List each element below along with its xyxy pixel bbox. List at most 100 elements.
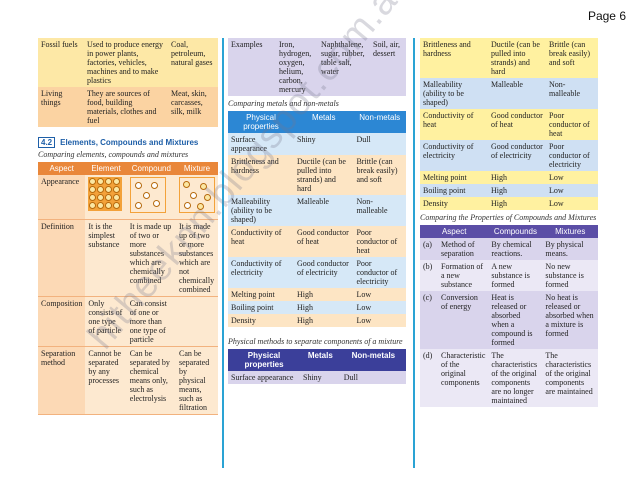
column-divider [222,38,224,468]
cell: It is the simplest substance [85,219,127,297]
table-row: (a) Method of separation By chemical react… [420,238,598,260]
cell: Fossil fuels [41,40,78,49]
table-header-row: Aspect Compounds Mixtures [420,225,598,238]
cell: Brittleness and hardness [423,40,471,58]
cell: Good conductor of electricity [297,259,349,277]
cell: The characteristics of the original comp… [491,351,538,405]
separation-table: Physical properties Metals Non-metals Su… [228,349,406,384]
cell: Malleability (ability to be shaped) [231,197,272,224]
section-title: Elements, Compounds and Mixtures [60,138,199,147]
cell: Malleability (ability to be shaped) [423,80,464,107]
cell: Melting point [231,290,275,299]
table-row: Density High Low [228,314,406,327]
cell: Low [356,290,372,299]
header-cell: Metals [294,111,354,133]
section-number: 4.2 [38,137,56,148]
header-cell: Mixture [176,162,218,175]
element-diagram [85,175,127,220]
table-caption: Comparing metals and non-metals [228,99,339,108]
cell: Used to produce energy in power plants, … [87,40,164,85]
header-cell: Compounds [488,225,543,238]
cell: High [491,173,507,182]
element-particles-image [88,177,123,211]
cell: High [491,199,507,208]
cell: Formation of a new substance [441,262,483,289]
cell: No heat is released or absorbed when a m… [545,293,594,338]
examples-table: Examples Iron, hydrogen, oxygen, helium,… [228,38,406,96]
mixture-particles-image [179,177,215,213]
cell: Brittle (can break easily) and soft [356,157,398,184]
cell: (b) [423,262,433,271]
table-row: Appearance [38,175,218,220]
cell: Malleable [297,197,329,206]
compound-particles-image [129,177,166,213]
cell: By chemical reactions. [491,240,532,258]
cell: Poor conductor of electricity [549,142,590,169]
table-row: Conductivity of heat Good conductor of he… [228,226,406,257]
cell: Surface appearance [231,373,294,382]
table-caption: Comparing the Properties of Compounds an… [420,213,597,222]
table-row: (d) Characteristic of the original compon… [420,349,598,407]
cell: Can consist of one or more than one type… [126,296,176,347]
cell: Cannot be separated by any processes [85,346,127,415]
page-number: Page 6 [587,9,626,23]
cell: The characteristics of the original comp… [545,351,593,396]
cell: Good conductor of heat [297,228,349,246]
table-header-row: Physical properties Metals Non-metals [228,111,406,133]
cell: Conductivity of heat [423,111,474,129]
cell: Poor conductor of heat [549,111,590,138]
header-cell: Physical properties [228,111,294,133]
cell: Density [231,316,256,325]
cell: Brittleness and hardness [231,157,279,175]
cell: Malleable [491,80,523,89]
table-row: Definition It is the simplest substance … [38,219,218,297]
table-row: Conductivity of electricity Good conducto… [228,257,406,288]
cell: Conductivity of heat [231,228,282,246]
cell: Melting point [423,173,467,182]
cell: Ductile (can be pulled into strands) and… [491,40,540,76]
cell: Coal, petroleum, natural gases [171,40,213,67]
table-row: Malleability (ability to be shaped) Malle… [228,195,406,226]
table-row: Conductivity of electricity Good conducto… [420,140,598,171]
cell: Only consists of one type of particle [85,296,127,347]
cell: Low [549,186,564,195]
cell: Low [549,173,564,182]
cell: Low [356,316,372,325]
cell: Heat is released or absorbed when a comp… [491,293,533,347]
cell: Conductivity of electricity [423,142,474,160]
cell: Soil, air, dessert [373,40,401,58]
cell: By physical means. [545,240,584,258]
cell: Definition [38,219,86,297]
cell: Poor conductor of heat [356,228,398,255]
cell: Low [356,303,372,312]
column-middle: Examples Iron, hydrogen, oxygen, helium,… [228,38,406,470]
cell: Can be separated by physical means, such… [176,346,218,415]
cell: Characteristic of the original component… [441,351,486,387]
cell: Ductile (can be pulled into strands) and… [297,157,346,193]
cell: Poor conductor of electricity [356,259,398,286]
table-row: (c) Conversion of energy Heat is released … [420,291,598,349]
cell: Living things [41,89,63,107]
cell: They are sources of food, building mater… [87,89,157,125]
header-cell: Metals [300,349,341,371]
cell: No new substance is formed [545,262,584,289]
table-row: Conductivity of heat Good conductor of he… [420,109,598,140]
cell: Naphthalene, sugar, rubber, table salt, … [321,40,365,76]
header-cell: Element [85,162,127,175]
header-cell: Aspect [38,162,86,175]
table-row: (b) Formation of a new substance A new sub… [420,260,598,291]
cell: Shiny [297,135,316,144]
cell: (c) [423,293,432,302]
table-row: Surface appearance Shiny Dull [228,133,406,155]
column-divider [413,38,415,468]
table-row: Density High Low [420,197,598,210]
cell: High [297,316,313,325]
cell: Non-malleable [356,197,388,215]
cell: Low [549,199,564,208]
metals-table: Physical properties Metals Non-metals Su… [228,111,406,327]
table-row: Boiling point High Low [228,301,406,314]
resources-table: Fossil fuels Used to produce energy in p… [38,38,218,127]
cell: Non-malleable [549,80,581,98]
cell: Conductivity of electricity [231,259,282,277]
